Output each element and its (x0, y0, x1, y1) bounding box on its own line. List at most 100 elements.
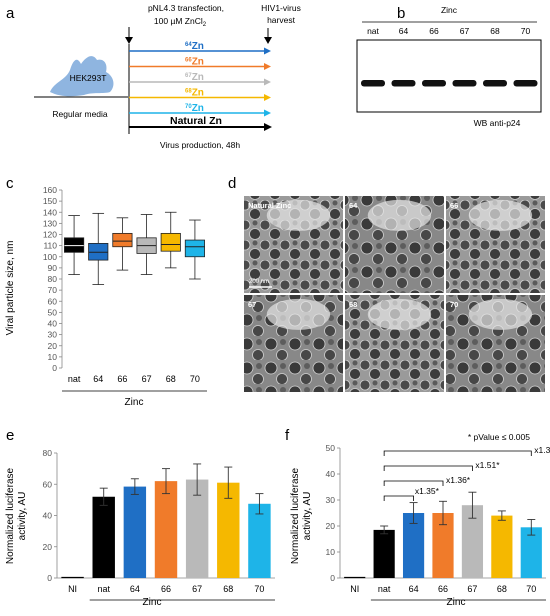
chart-c-xlabel: Zinc (125, 397, 144, 408)
chart-e-category-nat: nat (97, 584, 110, 594)
em-tile-highlight-1 (266, 199, 331, 231)
chart-c-ytick-label: 130 (43, 218, 57, 228)
chart-c-category-70: 70 (190, 374, 200, 384)
chart-c-ytick-label: 10 (48, 352, 58, 362)
em-tiles: Natural Zinc 64 66 67 68 70 200 nm (244, 196, 545, 392)
scale-bar-label: 200 nm (249, 279, 269, 285)
chart-e-xlabel: Zinc (143, 597, 162, 608)
panel-a: a pNL4.3 transfection, 100 µM ZnCl2 HIV1… (6, 3, 301, 150)
chart-f-ytick-label: 10 (326, 547, 336, 557)
chart-f-bar-68 (491, 515, 513, 578)
chart-f: 0 10 20 30 40 50 NI nat 64 66 67 68 70 x1.35* x1.36* x1… (326, 443, 550, 601)
hek293t-cell-shape (50, 56, 114, 97)
cell-label: HEK293T (70, 73, 107, 83)
lane-label-67: 67 (460, 26, 470, 36)
chart-c-ytick-label: 100 (43, 252, 57, 262)
chart-f-ytick-label: 0 (330, 573, 335, 583)
chart-e: 0 20 40 60 80 NI nat 64 66 67 68 70 (43, 448, 275, 601)
chart-e-category-67: 67 (192, 584, 202, 594)
chart-f-category-nat: nat (378, 584, 391, 594)
significance-bracket-64 (383, 495, 414, 501)
chart-e-ytick-label: 80 (43, 448, 53, 458)
chart-f-category-NI: NI (350, 584, 359, 594)
band-67 (452, 80, 477, 87)
isotope-arrow-head-66 (264, 63, 271, 70)
lane-label-nat: nat (367, 26, 379, 36)
chart-c-category-66: 66 (117, 374, 127, 384)
chart-e-category-66: 66 (161, 584, 171, 594)
em-tile-label-4: 67 (248, 300, 256, 309)
chart-f-ylabel-line2: activity, AU (302, 492, 313, 541)
lane-label-68: 68 (490, 26, 500, 36)
pvalue-note: * pValue ≤ 0.005 (468, 432, 530, 442)
box-66 (112, 232, 133, 248)
isotope-label-68: 68Zn (185, 88, 204, 99)
chart-f-xlabel: Zinc (447, 597, 466, 608)
box-64 (88, 242, 109, 261)
em-tile-highlight-2 (367, 199, 432, 231)
em-tile-highlight-5 (367, 298, 432, 330)
chart-f-category-70: 70 (526, 584, 536, 594)
chart-c-ytick-label: 50 (48, 307, 58, 317)
significance-label-66: x1.36* (446, 475, 471, 485)
panel-letter-e: e (6, 427, 14, 444)
significance-label-70: x1.30* (534, 445, 550, 455)
panel-c: c 01020304050607080901001101201301401501… (5, 175, 207, 408)
chart-f-ytick-label: 30 (326, 495, 336, 505)
chart-f-ytick-label: 50 (326, 443, 336, 453)
natural-zn-arrow-head (264, 123, 272, 131)
band-70 (513, 80, 538, 87)
chart-e-bar-66 (154, 481, 178, 578)
chart-c-ylabel: Viral particle size, nm (5, 241, 16, 336)
western-header: Zinc (441, 5, 458, 15)
isotope-arrow-head-70 (264, 109, 271, 117)
significance-label-64: x1.35* (415, 486, 440, 496)
em-tile-highlight-3 (468, 199, 533, 231)
chart-c-category-64: 64 (93, 374, 103, 384)
box-nat (64, 237, 85, 253)
western-lane-labels: nat 64 66 67 68 70 (367, 26, 530, 36)
chart-f-bar-64 (402, 513, 425, 578)
significance-bracket-70 (383, 450, 532, 456)
panel-e: e 0 20 40 60 80 NI nat 64 66 67 68 70 Normalized lu… (5, 427, 275, 608)
panel-f: f * pValue ≤ 0.005 0 10 20 30 40 50 NI nat 64 66 6… (285, 427, 550, 608)
em-tile-label-6: 70 (450, 300, 458, 309)
chart-f-category-64: 64 (409, 584, 419, 594)
lane-label-64: 64 (399, 26, 409, 36)
box-70 (184, 239, 205, 258)
chart-e-bar-67 (185, 479, 209, 578)
chart-c-ytick-label: 70 (48, 285, 58, 295)
chart-c-ytick-label: 140 (43, 207, 57, 217)
chart-f-bar-70 (520, 527, 542, 578)
isotope-label-64: 64Zn (185, 41, 204, 52)
production-label: Virus production, 48h (160, 140, 240, 150)
band-68 (483, 80, 507, 87)
chart-e-bar-64 (123, 486, 147, 578)
significance-label-67: x1.51* (475, 460, 500, 470)
panel-b: b Zinc nat 64 66 67 68 70 WB anti-p24 (356, 5, 542, 128)
harvest-arrow-head (264, 37, 272, 44)
chart-e-ylabel-line2: activity, AU (17, 492, 28, 541)
chart-e-ytick-label: 40 (43, 511, 53, 521)
panel-letter-d: d (228, 175, 236, 192)
transfection-arrow-head (125, 37, 133, 44)
transfection-label-line1: pNL4.3 transfection, (148, 3, 224, 13)
transfection-label-line2: 100 µM ZnCl2 (154, 16, 207, 28)
chart-c-ytick-label: 0 (52, 363, 57, 373)
chart-c-ytick-label: 40 (48, 319, 58, 329)
panel-letter-b: b (397, 5, 405, 22)
chart-f-bar-67 (461, 505, 484, 578)
chart-e-bar-68 (217, 482, 240, 578)
isotope-arrow-head-67 (264, 78, 271, 86)
panel-letter-f: f (285, 427, 290, 444)
western-footer: WB anti-p24 (474, 118, 521, 128)
chart-f-ytick-label: 20 (326, 521, 336, 531)
em-tile-highlight-4 (266, 298, 331, 330)
chart-f-category-67: 67 (467, 584, 477, 594)
chart-e-category-64: 64 (130, 584, 140, 594)
chart-f-bar-nat (373, 529, 395, 578)
chart-e-ytick-label: 0 (47, 573, 52, 583)
em-tile-label-2: 64 (349, 201, 358, 210)
chart-c-ytick-label: 60 (48, 296, 58, 306)
chart-f-bar-66 (432, 513, 454, 578)
